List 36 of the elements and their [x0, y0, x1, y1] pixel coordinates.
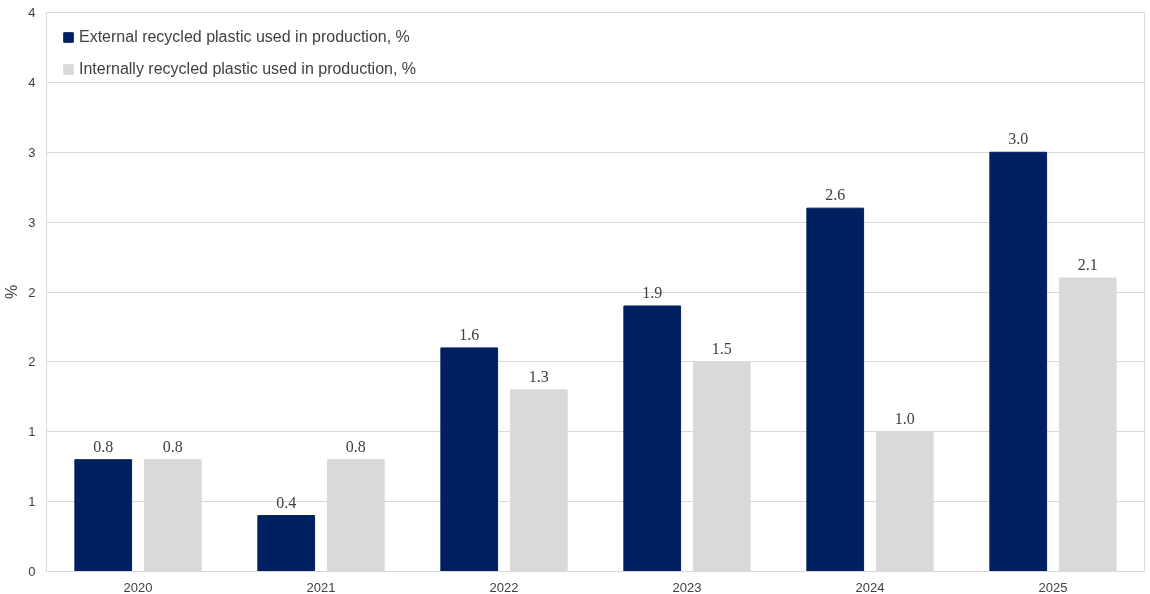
data-label: 0.8 [345, 437, 366, 455]
legend-label: Internally recycled plastic used in production, % [79, 60, 417, 78]
y-tick-label: 1 [28, 494, 36, 510]
x-tick-label: 2023 [672, 579, 702, 594]
bar [623, 305, 682, 572]
data-label: 0.8 [162, 437, 183, 455]
data-label: 0.8 [93, 437, 114, 455]
y-tick-label: 2 [28, 284, 36, 300]
y-tick-label: 4 [28, 5, 36, 20]
y-tick-label: 3 [28, 144, 36, 160]
y-tick-label: 2 [28, 354, 36, 370]
bar [989, 151, 1048, 572]
data-label: 2.6 [825, 186, 846, 204]
bar [440, 347, 499, 572]
y-tick-label: 3 [28, 214, 36, 230]
x-tick-label: 2025 [1038, 579, 1068, 594]
bar [257, 515, 316, 572]
y-axis-title: % [3, 284, 21, 300]
data-label: 0.4 [276, 493, 297, 511]
data-label: 2.1 [1077, 256, 1098, 274]
y-tick-label: 1 [28, 424, 36, 440]
data-label: 1.3 [528, 367, 549, 385]
data-label: 1.6 [459, 325, 480, 343]
y-tick-label: 0 [28, 564, 36, 579]
legend-label: External recycled plastic used in production, % [79, 28, 410, 46]
data-label: 3.0 [1008, 130, 1029, 148]
data-label: 1.5 [711, 339, 732, 357]
x-tick-label: 2020 [123, 579, 153, 594]
data-label: 1.0 [894, 409, 915, 427]
y-tick-label: 4 [28, 74, 36, 90]
data-label: 1.9 [642, 283, 663, 301]
bar [74, 459, 133, 572]
bar [806, 207, 865, 572]
x-tick-label: 2021 [306, 579, 336, 594]
x-tick-label: 2022 [489, 579, 519, 594]
x-tick-label: 2024 [855, 579, 885, 594]
